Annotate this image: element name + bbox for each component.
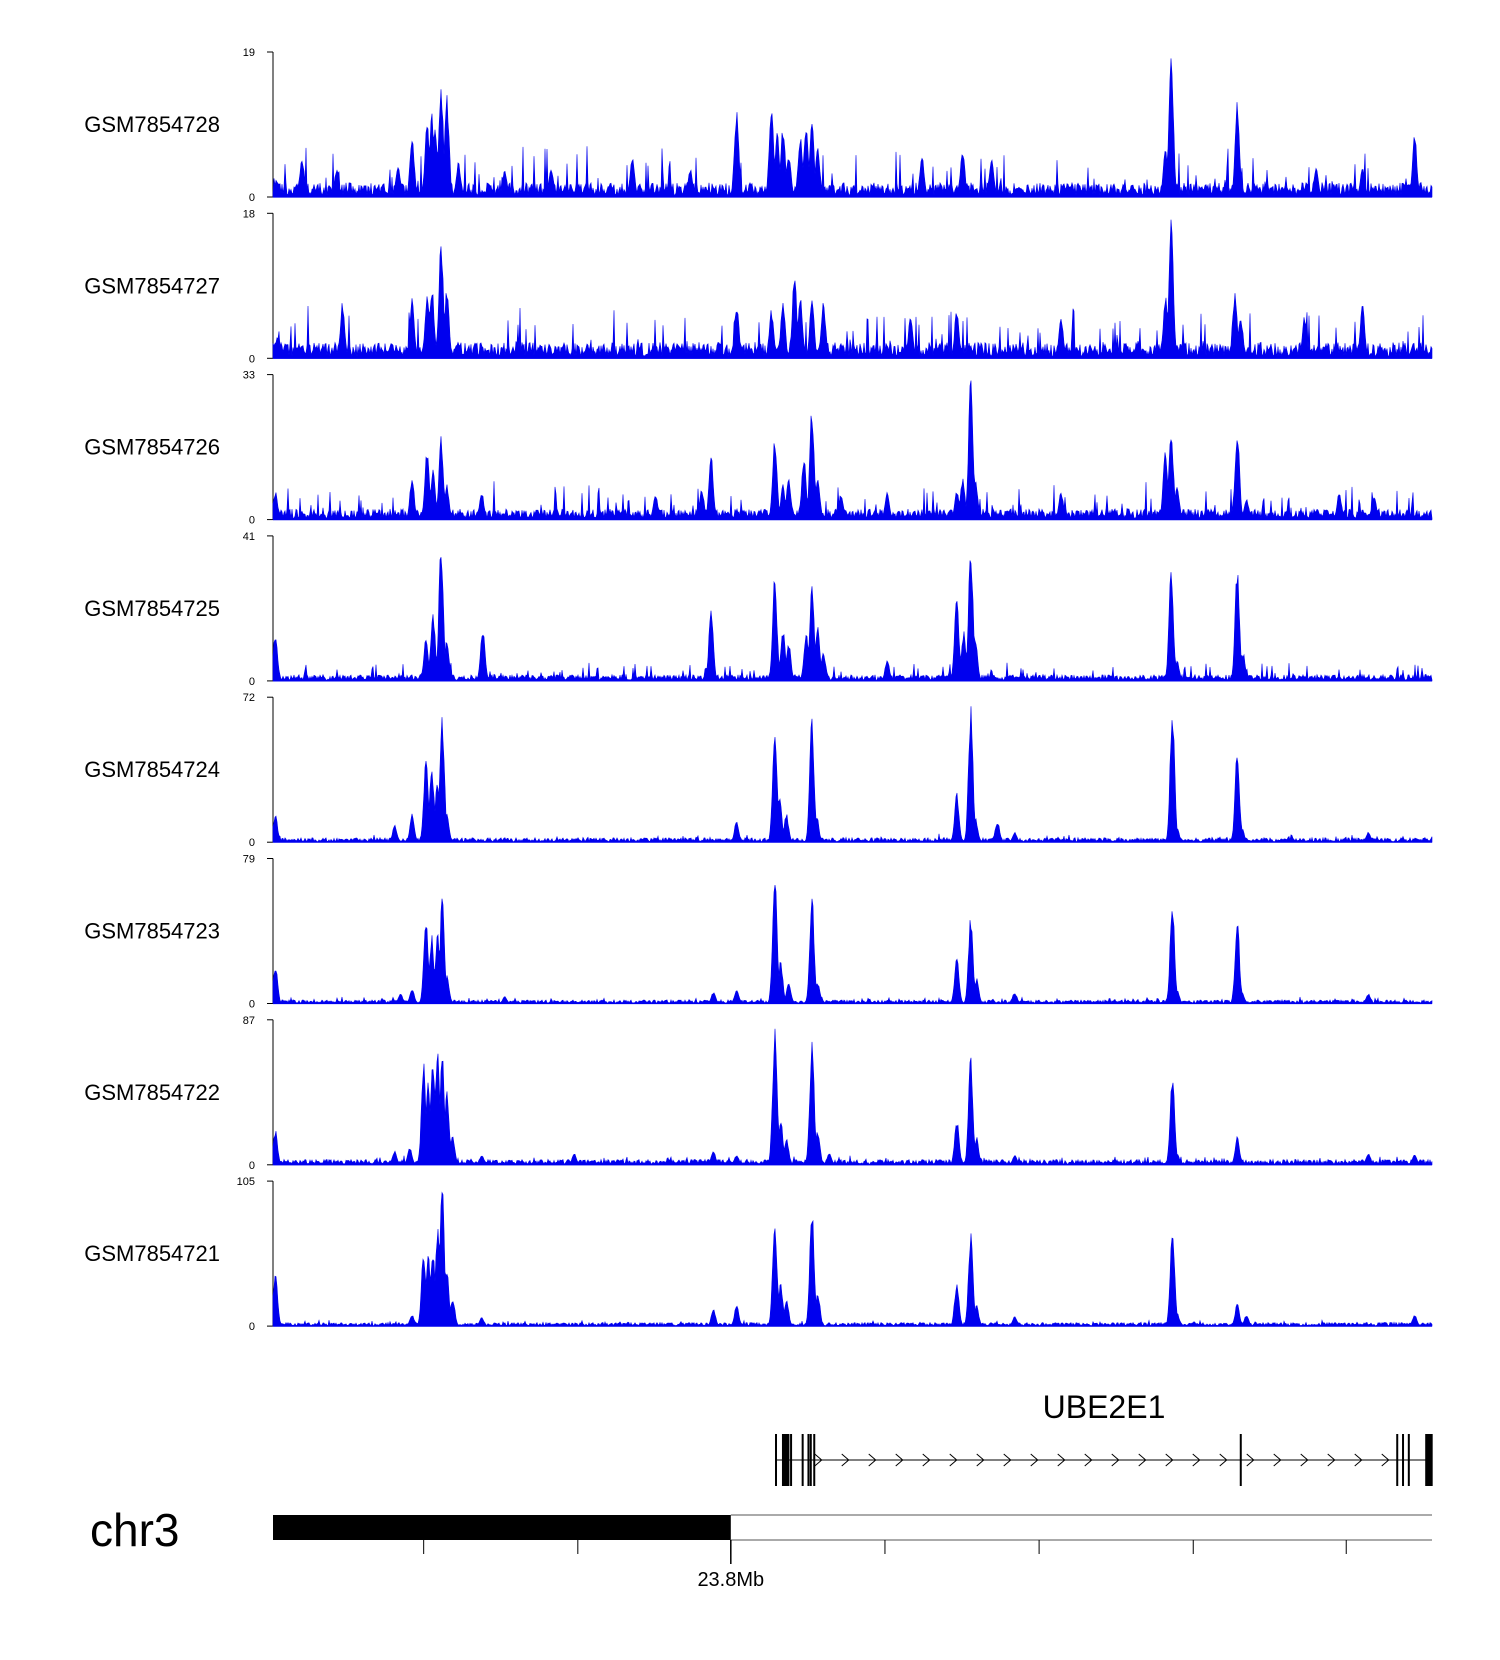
- coverage-area: [272, 706, 1433, 843]
- exon-mark: [781, 1434, 784, 1486]
- coverage-area: [272, 380, 1433, 520]
- track-GSM7854726: GSM7854726 33 0: [84, 370, 1433, 527]
- y-min-label: 0: [249, 1321, 255, 1333]
- track-label: GSM7854727: [84, 273, 220, 298]
- strand-arrow: [1354, 1453, 1363, 1467]
- gene-label: UBE2E1: [1043, 1389, 1166, 1425]
- y-max-label: 19: [243, 47, 255, 59]
- coordinate-label: 23.8Mb: [697, 1569, 764, 1591]
- strand-arrow: [841, 1453, 850, 1467]
- strand-arrow: [976, 1453, 985, 1467]
- y-min-label: 0: [249, 676, 255, 688]
- track-GSM7854723: GSM7854723 79 0: [84, 854, 1433, 1011]
- strand-arrow: [1192, 1453, 1201, 1467]
- exon-mark: [1426, 1434, 1433, 1486]
- exon-mark: [1239, 1434, 1242, 1486]
- exon-mark: [813, 1434, 816, 1486]
- y-min-label: 0: [249, 515, 255, 527]
- strand-arrow: [1030, 1453, 1039, 1467]
- exon-mark: [790, 1434, 793, 1486]
- strand-arrow: [1111, 1453, 1120, 1467]
- track-label: GSM7854726: [84, 435, 220, 460]
- coverage-area: [272, 1191, 1433, 1327]
- strand-arrow: [1327, 1453, 1336, 1467]
- y-max-label: 87: [243, 1015, 255, 1027]
- coverage-area: [272, 58, 1433, 198]
- strand-arrow: [1219, 1453, 1228, 1467]
- coverage-area: [272, 219, 1433, 359]
- y-max-label: 72: [243, 692, 255, 704]
- strand-arrow: [1138, 1453, 1147, 1467]
- exon-mark: [1396, 1434, 1399, 1486]
- track-label: GSM7854725: [84, 596, 220, 621]
- strand-arrow: [1165, 1453, 1174, 1467]
- y-min-label: 0: [249, 192, 255, 204]
- y-max-label: 79: [243, 854, 255, 866]
- track-GSM7854721: GSM7854721 105 0: [84, 1176, 1433, 1333]
- track-GSM7854727: GSM7854727 18 0: [84, 208, 1433, 365]
- exon-mark: [807, 1434, 810, 1486]
- track-label: GSM7854722: [84, 1080, 220, 1105]
- strand-arrow: [922, 1453, 931, 1467]
- track-label: GSM7854721: [84, 1241, 220, 1266]
- coverage-area: [272, 557, 1433, 682]
- strand-arrow: [1273, 1453, 1282, 1467]
- track-GSM7854728: GSM7854728 19 0: [84, 47, 1433, 204]
- exon-mark: [809, 1434, 812, 1486]
- strand-arrow: [1003, 1453, 1012, 1467]
- coverage-tracks: GSM7854728190GSM7854727180GSM7854726330G…: [84, 47, 1433, 1333]
- track-label: GSM7854724: [84, 757, 220, 782]
- exon-mark: [783, 1434, 790, 1486]
- strand-arrow: [895, 1453, 904, 1467]
- strand-arrow: [1057, 1453, 1066, 1467]
- exon-mark: [1407, 1434, 1410, 1486]
- track-GSM7854724: GSM7854724 72 0: [84, 692, 1433, 849]
- exon-mark: [1402, 1434, 1405, 1486]
- strand-arrow: [868, 1453, 877, 1467]
- coverage-area: [272, 1028, 1433, 1166]
- strand-arrow: [814, 1453, 823, 1467]
- y-min-label: 0: [249, 837, 255, 849]
- y-min-label: 0: [249, 353, 255, 365]
- track-label: GSM7854728: [84, 112, 220, 137]
- exon-mark: [801, 1434, 804, 1486]
- y-min-label: 0: [249, 1160, 255, 1172]
- chromosome-ideogram: chr3 23.8Mb: [90, 1504, 1432, 1591]
- strand-arrow: [1246, 1453, 1255, 1467]
- chromosome-label: chr3: [90, 1504, 179, 1556]
- strand-arrow: [949, 1453, 958, 1467]
- y-min-label: 0: [249, 999, 255, 1011]
- exon-mark: [1425, 1434, 1428, 1486]
- track-GSM7854722: GSM7854722 87 0: [84, 1015, 1433, 1172]
- strand-arrow: [1084, 1453, 1093, 1467]
- strand-arrow: [1381, 1453, 1390, 1467]
- ideogram-filled-block: [273, 1515, 731, 1540]
- gene-annotation-track: UBE2E1: [775, 1389, 1433, 1486]
- coverage-area: [272, 885, 1433, 1005]
- track-label: GSM7854723: [84, 919, 220, 944]
- y-max-label: 105: [237, 1176, 255, 1188]
- track-GSM7854725: GSM7854725 41 0: [84, 531, 1433, 688]
- exon-mark: [775, 1434, 778, 1486]
- y-max-label: 18: [243, 208, 255, 220]
- strand-arrow: [1300, 1453, 1309, 1467]
- y-max-label: 41: [243, 531, 255, 543]
- y-max-label: 33: [243, 370, 255, 382]
